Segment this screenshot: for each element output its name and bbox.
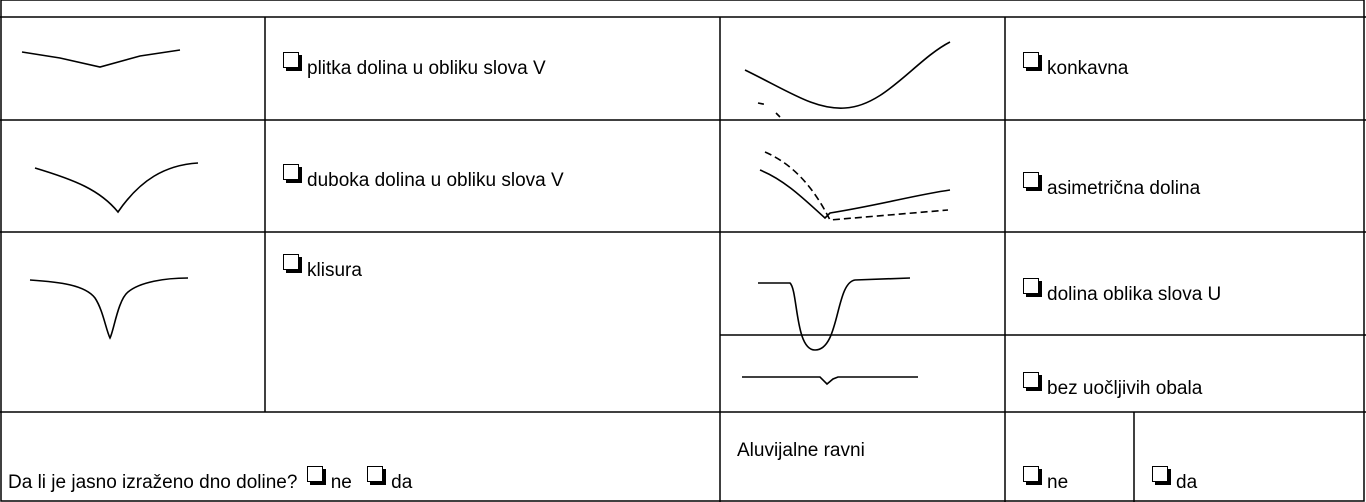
checkbox bbox=[283, 164, 299, 180]
option: klisura bbox=[283, 254, 362, 282]
option: konkavna bbox=[1023, 52, 1129, 80]
checkbox bbox=[1023, 52, 1039, 68]
footer-label: Aluvijalne ravni bbox=[737, 440, 865, 461]
option-label: da bbox=[391, 472, 413, 493]
option-label: dolina oblika slova U bbox=[1047, 284, 1222, 305]
option: duboka dolina u obliku slova V bbox=[283, 164, 564, 192]
checkbox bbox=[283, 52, 299, 68]
checkbox bbox=[1023, 278, 1039, 294]
option: bez uočljivih obala bbox=[1023, 372, 1203, 400]
option-label: bez uočljivih obala bbox=[1047, 378, 1203, 399]
checkbox bbox=[1152, 466, 1168, 482]
checkbox bbox=[367, 466, 384, 482]
option-label: ne bbox=[1047, 472, 1069, 493]
question-text: Da li je jasno izraženo dno doline? bbox=[8, 472, 298, 493]
checkbox bbox=[1023, 372, 1039, 388]
option: ne bbox=[1023, 466, 1069, 494]
option-label: klisura bbox=[307, 260, 362, 281]
checkbox bbox=[1023, 466, 1039, 482]
option-label: da bbox=[1176, 472, 1198, 493]
checkbox bbox=[1023, 172, 1039, 188]
option-label: konkavna bbox=[1047, 58, 1129, 79]
valley-sketches bbox=[21, 41, 951, 386]
option-label: ne bbox=[330, 472, 352, 493]
option: da bbox=[1152, 466, 1198, 494]
option-label: asimetrična dolina bbox=[1047, 178, 1201, 199]
option-label: duboka dolina u obliku slova V bbox=[307, 170, 564, 191]
option: plitka dolina u obliku slova V bbox=[283, 52, 546, 80]
option: asimetrična dolina bbox=[1023, 172, 1201, 200]
checkbox bbox=[283, 254, 299, 270]
option-label: plitka dolina u obliku slova V bbox=[307, 58, 546, 79]
footer-question: Da li je jasno izraženo dno doline? ne d… bbox=[8, 466, 413, 494]
checkbox bbox=[306, 466, 323, 482]
option: dolina oblika slova U bbox=[1023, 278, 1222, 306]
